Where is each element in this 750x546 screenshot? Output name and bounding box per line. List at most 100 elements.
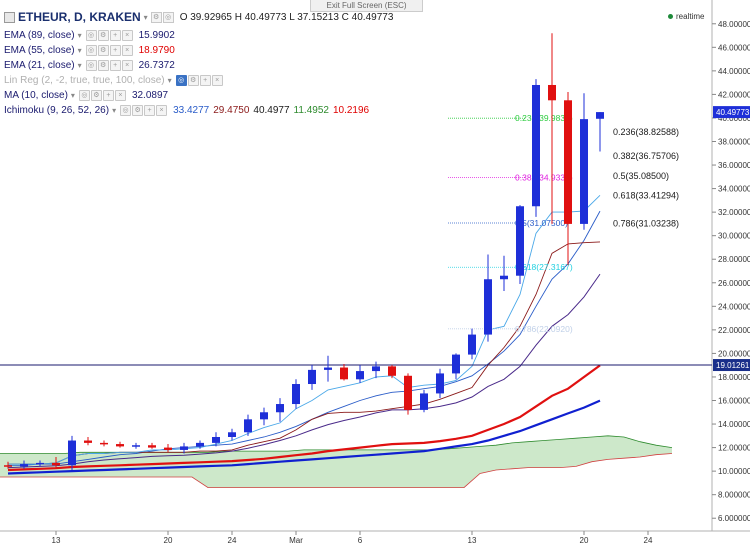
legend-row[interactable]: EMA (89, close) ▾ ◎ ⚙ + × 15.9902 <box>4 28 179 42</box>
indicator-name[interactable]: MA (10, close) <box>4 89 68 101</box>
price-tick-label: 8.000000 <box>718 491 750 500</box>
price-tick-label: 34.000000 <box>718 185 750 194</box>
eye-icon[interactable]: ◎ <box>85 59 97 71</box>
price-tick-label: 14.000000 <box>718 420 750 429</box>
price-tick-label: 28.000000 <box>718 255 750 264</box>
eye-icon[interactable]: ◎ <box>175 74 187 86</box>
fib-level-label: 0.382(34.9330) <box>515 173 573 183</box>
price-tick-label: 26.000000 <box>718 279 750 288</box>
chart-menu-icon[interactable] <box>4 11 15 23</box>
eye-icon[interactable]: ◎ <box>120 104 132 116</box>
price-tick-label: 10.000000 <box>718 467 750 476</box>
fib-level-label: 0.236(39.9834) <box>515 113 573 123</box>
indicator-name[interactable]: Ichimoku (9, 26, 52, 26) <box>4 104 110 116</box>
close-icon[interactable]: × <box>156 104 168 116</box>
plus-icon[interactable]: + <box>102 89 114 101</box>
candle-body <box>324 367 332 370</box>
close-icon[interactable]: × <box>121 44 133 56</box>
price-tick-label: 22.000000 <box>718 326 750 335</box>
settings-icon[interactable]: ⚙ <box>97 59 109 71</box>
candle-body <box>4 465 12 467</box>
chevron-down-icon[interactable]: ▾ <box>77 60 82 70</box>
plus-icon[interactable]: + <box>109 29 121 41</box>
plus-icon[interactable]: + <box>109 44 121 56</box>
price-tick-label: 6.000000 <box>718 514 750 523</box>
fib-right-label: 0.236(38.82588) <box>613 127 679 137</box>
settings-icon[interactable]: ⚙ <box>132 104 144 116</box>
indicator-value: 15.9902 <box>138 29 175 41</box>
candle-body <box>580 119 588 224</box>
price-tick-label: 16.000000 <box>718 397 750 406</box>
legend-row[interactable]: EMA (21, close) ▾ ◎ ⚙ + × 26.7372 <box>4 58 179 72</box>
close-icon[interactable]: × <box>121 29 133 41</box>
candle-body <box>180 446 188 450</box>
symbol-controls: ⚙ ◎ <box>150 11 174 23</box>
legend-row[interactable]: Ichimoku (9, 26, 52, 26) ▾ ◎ ⚙ + × 33.4277 29.4… <box>4 103 373 117</box>
ohlc-values: O 39.92965 H 40.49773 L 37.15213 C 40.49… <box>179 11 394 23</box>
chevron-down-icon[interactable]: ▾ <box>70 90 75 100</box>
eye-icon[interactable]: ◎ <box>162 11 174 23</box>
realtime-dot-icon <box>668 14 673 19</box>
eye-icon[interactable]: ◎ <box>78 89 90 101</box>
legend-row[interactable]: MA (10, close) ▾ ◎ ⚙ + × 32.0897 <box>4 88 172 102</box>
chevron-down-icon[interactable]: ▾ <box>77 30 82 40</box>
close-icon[interactable]: × <box>114 89 126 101</box>
ema-89-line <box>7 399 601 475</box>
candle-body <box>420 393 428 410</box>
price-tick-label: 30.000000 <box>718 232 750 241</box>
legend-row[interactable]: Lin Reg (2, -2, true, true, 100, close) ▾… <box>4 73 229 87</box>
indicator-value: 32.0897 <box>131 89 169 101</box>
indicator-value: 33.4277 <box>173 104 210 116</box>
fib-level-label: 0.618(27.3167) <box>515 262 573 272</box>
ema-21-line <box>7 273 601 469</box>
realtime-label: realtime <box>676 12 705 21</box>
chevron-down-icon[interactable]: ▾ <box>112 105 117 115</box>
eye-icon[interactable]: ◎ <box>85 44 97 56</box>
plus-icon[interactable]: + <box>144 104 156 116</box>
indicator-name[interactable]: Lin Reg (2, -2, true, true, 100, close) <box>4 74 165 86</box>
price-tick-label: 42.000000 <box>718 90 750 99</box>
candle-body <box>260 412 268 420</box>
price-tick-label: 12.000000 <box>718 444 750 453</box>
indicator-controls: ◎ ⚙ + × <box>78 89 126 101</box>
time-tick-label: 24 <box>228 536 237 545</box>
candle-body <box>484 279 492 335</box>
current-price-label: 40.49773 <box>716 108 750 117</box>
ema-55-line <box>7 364 601 472</box>
legend-row[interactable]: EMA (55, close) ▾ ◎ ⚙ + × 18.9790 <box>4 43 179 57</box>
candle-body <box>132 445 140 447</box>
close-icon[interactable]: × <box>121 59 133 71</box>
exit-fullscreen-button[interactable]: Exit Full Screen (ESC) <box>310 0 423 12</box>
settings-icon[interactable]: ⚙ <box>97 29 109 41</box>
settings-icon[interactable]: ⚙ <box>97 44 109 56</box>
symbol-label[interactable]: ETHEUR, D, KRAKEN <box>18 10 141 24</box>
price-tick-label: 32.000000 <box>718 208 750 217</box>
candle-body <box>36 462 44 465</box>
plus-icon[interactable]: + <box>109 59 121 71</box>
eye-icon[interactable]: ◎ <box>85 29 97 41</box>
indicator-name[interactable]: EMA (55, close) <box>4 44 75 56</box>
candle-body <box>308 369 316 385</box>
chevron-down-icon[interactable]: ▾ <box>167 75 172 85</box>
time-tick-label: 20 <box>164 536 173 545</box>
candle-body <box>212 436 220 443</box>
settings-icon[interactable]: ⚙ <box>90 89 102 101</box>
candle-body <box>196 442 204 447</box>
symbol-dropdown-icon[interactable]: ▾ <box>143 12 148 22</box>
candle-body <box>404 375 412 410</box>
price-tick-label: 18.000000 <box>718 373 750 382</box>
indicator-name[interactable]: EMA (21, close) <box>4 59 75 71</box>
candle-body <box>84 440 92 443</box>
current-price-tag <box>713 106 750 119</box>
indicator-name[interactable]: EMA (89, close) <box>4 29 75 41</box>
candle-body <box>52 462 60 466</box>
plus-icon[interactable]: + <box>199 74 211 86</box>
settings-icon[interactable]: ⚙ <box>150 11 162 23</box>
chevron-down-icon[interactable]: ▾ <box>77 45 82 55</box>
price-tick-label: 38.000000 <box>718 138 750 147</box>
settings-icon[interactable]: ⚙ <box>187 74 199 86</box>
fib-level-label: 0.786(22.0920) <box>515 324 573 334</box>
close-icon[interactable]: × <box>211 74 223 86</box>
price-tick-label: 36.000000 <box>718 161 750 170</box>
